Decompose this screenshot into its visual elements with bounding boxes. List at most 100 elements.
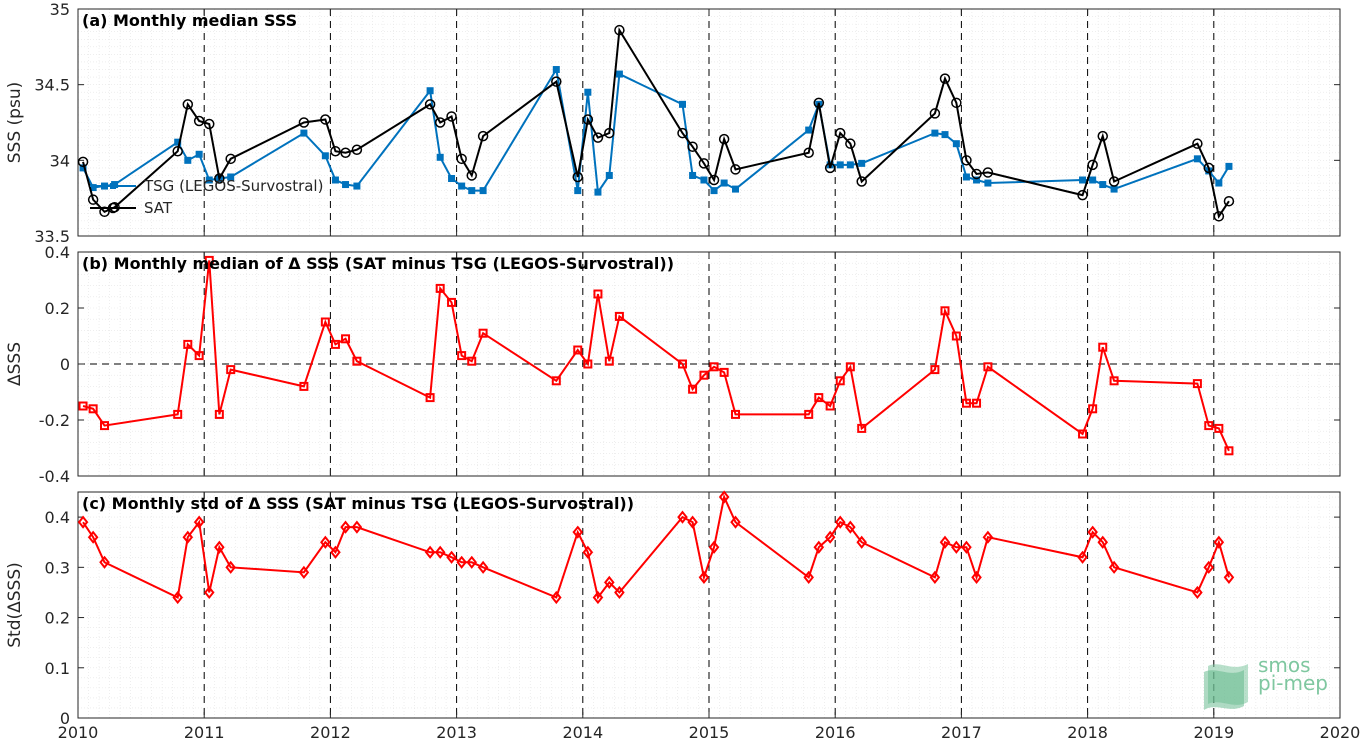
data-point xyxy=(574,187,582,195)
data-point xyxy=(615,70,623,78)
data-point xyxy=(941,131,949,139)
data-point xyxy=(351,144,363,155)
x-tick-label: 2015 xyxy=(689,723,730,742)
data-point xyxy=(1225,162,1233,170)
data-point xyxy=(477,130,489,142)
data-point xyxy=(300,129,308,137)
data-point xyxy=(1110,185,1118,193)
data-point xyxy=(961,155,972,166)
data-point xyxy=(446,550,457,564)
data-point xyxy=(1192,585,1203,600)
series-line xyxy=(82,493,1230,600)
data-point xyxy=(961,540,972,554)
data-point xyxy=(846,161,854,169)
data-point xyxy=(479,187,487,195)
y-tick-label: 35 xyxy=(50,0,70,19)
panel-title: (b) Monthly median of Δ SSS (SAT minus T… xyxy=(82,254,674,273)
data-point xyxy=(1213,535,1225,549)
data-point xyxy=(552,66,560,74)
data-point xyxy=(678,100,686,108)
data-point xyxy=(584,88,592,96)
data-point xyxy=(1108,560,1120,574)
data-point xyxy=(971,570,982,584)
data-point xyxy=(824,162,836,174)
data-point xyxy=(982,167,994,178)
x-tick-label: 2011 xyxy=(184,723,225,742)
data-point xyxy=(604,575,615,590)
data-point xyxy=(951,540,962,554)
data-point xyxy=(834,127,846,139)
data-point xyxy=(1097,535,1109,549)
data-point xyxy=(835,376,845,386)
data-point xyxy=(342,181,350,189)
data-point xyxy=(983,362,993,372)
data-point xyxy=(1078,429,1088,439)
data-point xyxy=(227,173,235,181)
data-point xyxy=(940,306,950,316)
data-point xyxy=(1098,342,1108,352)
data-point xyxy=(87,530,99,544)
data-point xyxy=(330,146,341,157)
data-point xyxy=(551,376,561,386)
data-point xyxy=(205,176,213,184)
data-point xyxy=(425,393,435,403)
data-point xyxy=(214,540,225,554)
data-point xyxy=(572,525,584,539)
data-point xyxy=(592,132,604,143)
data-point xyxy=(298,117,310,128)
data-point xyxy=(708,540,720,554)
y-axis-label: SSS (psu) xyxy=(5,82,25,163)
data-point xyxy=(88,404,98,414)
data-point xyxy=(1214,423,1224,433)
x-tick-label: 2014 xyxy=(562,723,603,742)
data-point xyxy=(203,118,215,130)
data-point xyxy=(718,133,730,145)
data-point xyxy=(857,423,867,433)
data-point xyxy=(573,345,583,355)
data-point xyxy=(299,381,309,391)
data-point xyxy=(226,365,236,375)
data-point xyxy=(351,520,363,534)
data-point xyxy=(971,168,982,180)
data-point xyxy=(972,398,982,408)
data-point xyxy=(594,188,602,196)
data-point xyxy=(614,585,625,600)
y-tick-label: 0.2 xyxy=(45,299,70,318)
data-point xyxy=(939,535,951,549)
data-point xyxy=(614,311,624,321)
data-point xyxy=(825,401,835,411)
data-point xyxy=(982,530,994,544)
data-point xyxy=(834,515,846,529)
data-point xyxy=(330,545,341,559)
panel-a-monthly-median-sss: 33.5 34 34.5 35 SSS (psu) (a) Monthly median … xyxy=(5,0,1341,246)
series-line xyxy=(82,66,1230,195)
data-point xyxy=(732,185,740,193)
data-point xyxy=(824,530,836,544)
data-point xyxy=(1193,155,1201,163)
data-point xyxy=(183,339,193,349)
data-point xyxy=(1087,525,1098,539)
data-point xyxy=(845,138,856,149)
data-point xyxy=(320,317,330,327)
data-point xyxy=(1097,130,1108,142)
data-point xyxy=(930,365,940,375)
data-point xyxy=(225,560,236,574)
data-point xyxy=(456,153,467,165)
data-point xyxy=(813,540,825,554)
data-point xyxy=(434,117,446,128)
data-point xyxy=(1108,176,1120,187)
data-point xyxy=(1088,404,1098,414)
panel-c-monthly-std-delta-sss: 2010 2011 2012 2013 2014 2015 2016 2017 2018 2019… xyxy=(5,490,1360,742)
data-point xyxy=(687,141,698,152)
data-point xyxy=(803,147,814,159)
data-point xyxy=(1192,138,1203,149)
data-point xyxy=(803,570,814,584)
logo-text: smos pi-mep xyxy=(1258,655,1328,693)
data-point xyxy=(813,97,825,109)
y-tick-label: -0.4 xyxy=(39,467,70,486)
data-point xyxy=(614,24,625,36)
data-point xyxy=(836,161,844,169)
legend-marker xyxy=(110,183,116,189)
data-point xyxy=(582,114,594,125)
data-point xyxy=(424,99,436,110)
